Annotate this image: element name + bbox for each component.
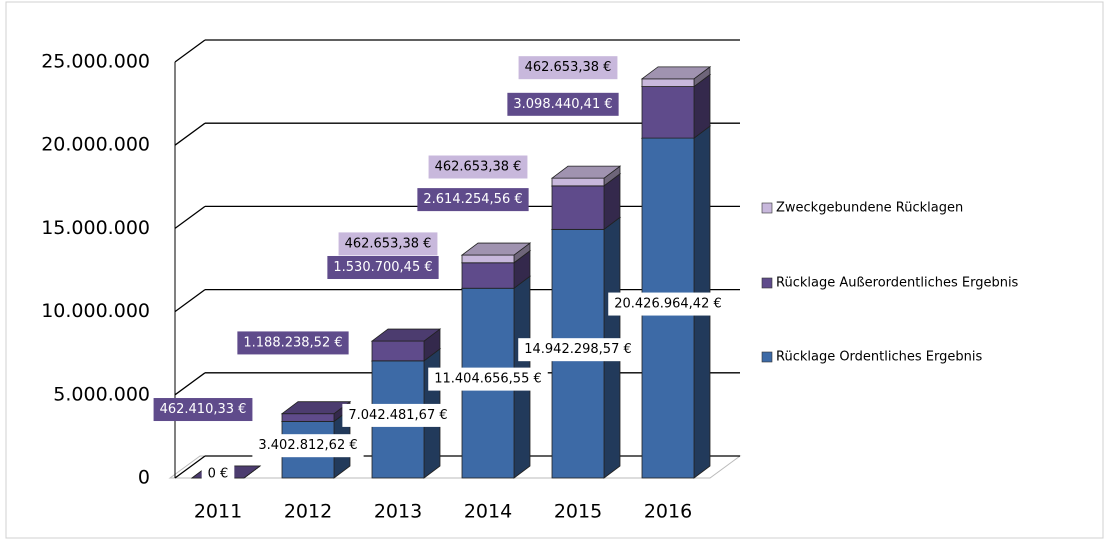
bar-top <box>460 242 532 256</box>
data-label-box <box>417 188 529 212</box>
data-label: 3.098.440,41 € <box>513 97 612 112</box>
data-label: 20.426.964,42 € <box>614 297 722 312</box>
bar-top <box>370 328 442 342</box>
grid-line <box>174 122 206 146</box>
data-label-box <box>342 403 454 427</box>
x-tick-label: 2014 <box>464 501 512 523</box>
data-label-box <box>608 292 728 316</box>
y-tick-label: 5.000.000 <box>53 383 150 405</box>
data-label: 3.402.812,62 € <box>258 438 357 453</box>
data-label: 462.410,33 € <box>160 402 247 417</box>
bar <box>641 86 695 139</box>
bar <box>551 177 605 187</box>
x-tick-label: 2013 <box>374 501 422 523</box>
y-tick-label: 10.000.000 <box>41 300 150 322</box>
data-label: 11.404.656,55 € <box>434 372 542 387</box>
bar <box>461 262 515 289</box>
x-tick-label: 2015 <box>554 501 602 523</box>
grid-line <box>174 372 206 396</box>
y-tick-label: 0 <box>138 467 150 489</box>
data-label: 7.042.481,67 € <box>348 408 447 423</box>
data-label: 462.653,38 € <box>435 160 522 175</box>
y-tick-label: 15.000.000 <box>41 217 150 239</box>
data-label-box <box>428 367 548 391</box>
data-label: 462.653,38 € <box>525 60 612 75</box>
legend-label: Zweckgebundene Rücklagen <box>776 201 963 216</box>
x-tick-label: 2016 <box>644 501 692 523</box>
x-tick-label: 2011 <box>194 501 242 523</box>
y-tick-label: 25.000.000 <box>41 51 150 73</box>
grid-line <box>174 205 206 229</box>
bar-top <box>640 66 712 80</box>
bar <box>641 78 695 87</box>
data-label: 1.188.238,52 € <box>243 335 342 350</box>
legend-swatch <box>761 202 773 214</box>
data-label-box <box>153 398 253 422</box>
data-label: 0 € <box>208 467 229 482</box>
data-label: 14.942.298,57 € <box>524 342 632 357</box>
bar <box>461 254 515 264</box>
grid-line <box>174 39 206 63</box>
data-label-box <box>518 338 638 362</box>
x-tick-label: 2012 <box>284 501 332 523</box>
bar <box>371 340 425 362</box>
data-label-box <box>428 155 528 179</box>
data-label-box <box>507 92 619 116</box>
data-label: 2.614.254,56 € <box>423 192 522 207</box>
data-label-box <box>237 331 349 355</box>
y-tick-label: 20.000.000 <box>41 134 150 156</box>
legend-swatch <box>761 351 773 363</box>
legend-label: Rücklage Ordentliches Ergebnis <box>776 350 982 365</box>
data-label-box <box>201 462 235 486</box>
data-label-box <box>252 434 364 458</box>
legend-label: Rücklage Außerordentliches Ergebnis <box>776 276 1019 291</box>
bar-top <box>280 401 352 415</box>
legend-swatch <box>761 277 773 289</box>
data-label: 462.653,38 € <box>345 236 432 251</box>
data-label-box <box>338 232 438 256</box>
bar <box>281 413 335 422</box>
data-label: 1.530.700,45 € <box>333 260 432 275</box>
bar <box>551 185 605 230</box>
grid-line <box>174 455 206 479</box>
bar-top <box>550 165 622 179</box>
data-label-box <box>327 255 439 279</box>
grid-line <box>174 289 206 313</box>
data-label-box <box>518 56 618 80</box>
